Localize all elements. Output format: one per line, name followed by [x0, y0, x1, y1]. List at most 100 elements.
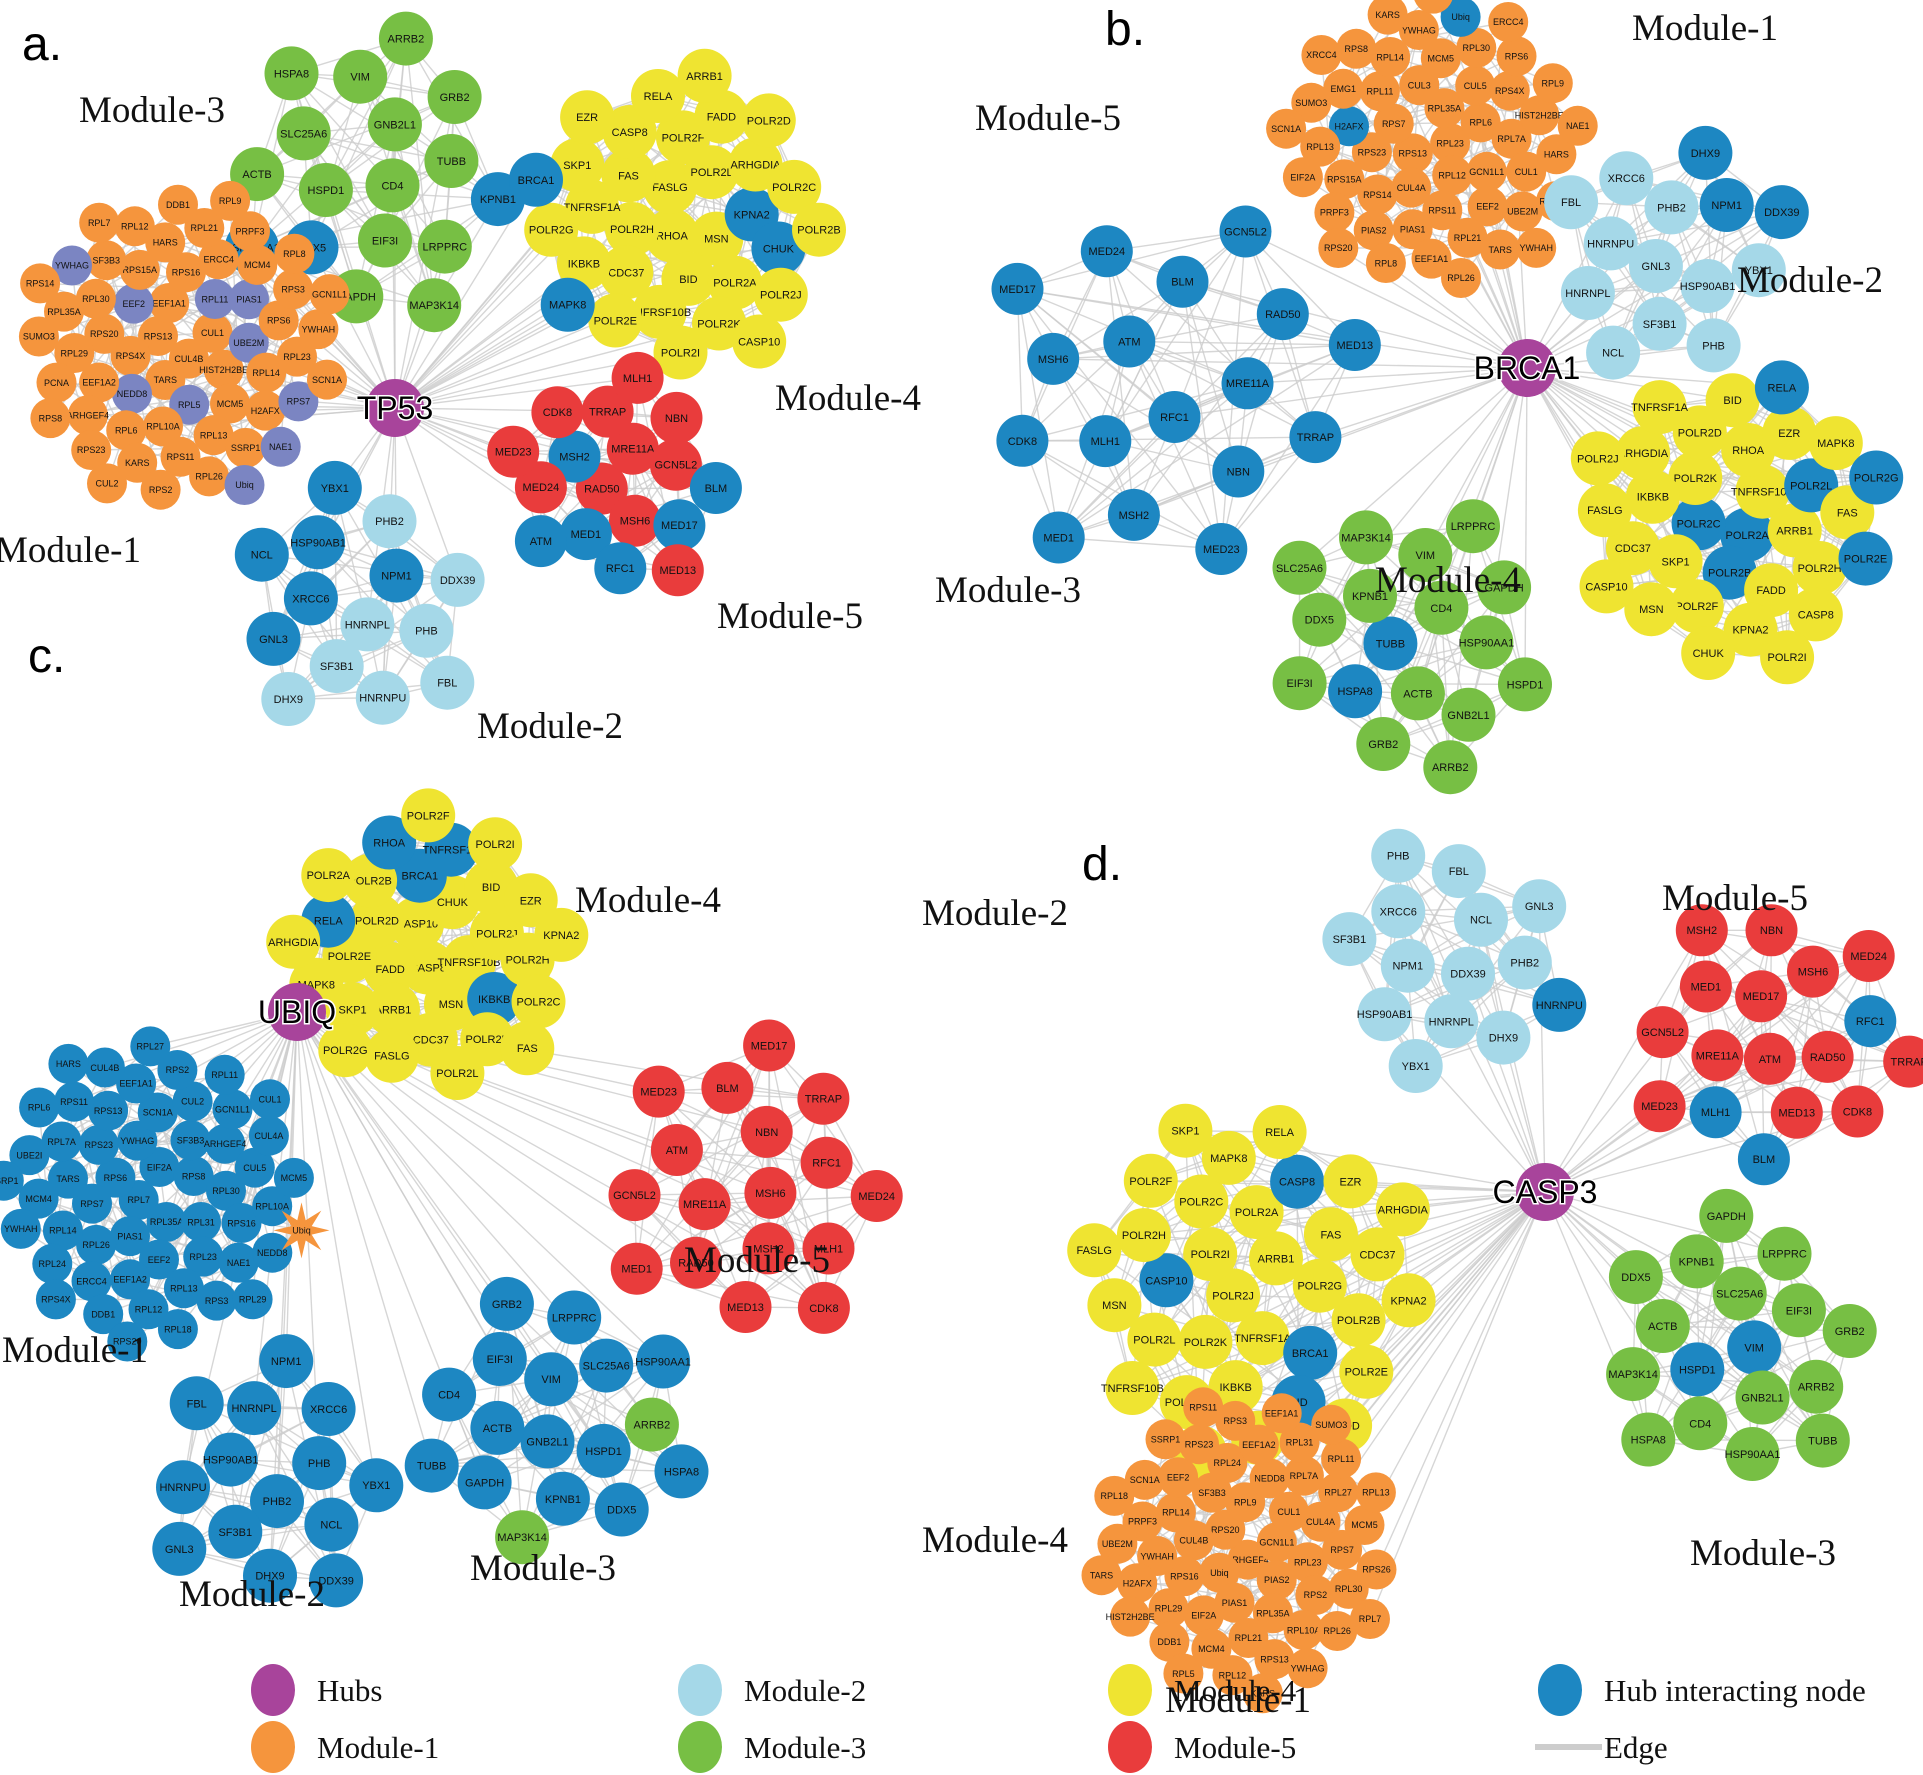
node-ACTB[interactable]: ACTB [470, 1400, 525, 1455]
node-POLR2G[interactable]: POLR2G [1849, 450, 1904, 505]
node-PHB2[interactable]: PHB2 [362, 494, 417, 549]
node-RPS23[interactable]: RPS23 [1179, 1424, 1219, 1465]
node-BLM[interactable]: BLM [689, 462, 742, 514]
node-YBX1[interactable]: YBX1 [1388, 1039, 1443, 1093]
node-GRB2[interactable]: GRB2 [479, 1276, 534, 1331]
node-EIF3I[interactable]: EIF3I [1272, 656, 1327, 711]
node-HIST2H2BE[interactable]: HIST2H2BE [1106, 1596, 1155, 1637]
node-CASP10[interactable]: CASP10 [732, 314, 787, 369]
node-RFC1[interactable]: RFC1 [800, 1136, 853, 1189]
node-CD4[interactable]: CD4 [422, 1367, 477, 1422]
node-SF3B1[interactable]: SF3B1 [1632, 296, 1687, 351]
node-RPS26[interactable]: RPS26 [1356, 1549, 1397, 1590]
node-RPL9[interactable]: RPL9 [1532, 63, 1573, 104]
node-LRPPRC[interactable]: LRPPRC [1446, 499, 1500, 554]
node-LRPPRC[interactable]: LRPPRC [417, 219, 472, 274]
node-RPL12[interactable]: RPL12 [114, 206, 155, 247]
node-TRRAP[interactable]: TRRAP [1289, 411, 1342, 464]
node-RELA[interactable]: RELA [1754, 360, 1809, 415]
node-MED13[interactable]: MED13 [1770, 1086, 1823, 1139]
node-POLR2I[interactable]: POLR2I [1760, 630, 1815, 685]
node-RPS11[interactable]: RPS11 [54, 1081, 95, 1122]
node-KPNA2[interactable]: KPNA2 [1381, 1273, 1436, 1328]
node-MED1[interactable]: MED1 [1032, 511, 1085, 564]
node-RPL8[interactable]: RPL8 [1365, 243, 1406, 283]
node-EIF2A[interactable]: EIF2A [1282, 157, 1323, 198]
node-MLH1[interactable]: MLH1 [611, 351, 664, 404]
node-HNRNPU[interactable]: HNRNPU [156, 1460, 210, 1515]
node-MAP3K14[interactable]: MAP3K14 [1339, 510, 1393, 565]
node-PHB[interactable]: PHB [1686, 318, 1741, 373]
node-RPS3[interactable]: RPS3 [196, 1280, 237, 1321]
node-NCL[interactable]: NCL [1586, 325, 1641, 380]
node-MED17[interactable]: MED17 [1735, 970, 1788, 1023]
node-MED17[interactable]: MED17 [743, 1019, 796, 1072]
node-RPS23[interactable]: RPS23 [78, 1124, 119, 1165]
node-MAP3K14[interactable]: MAP3K14 [1606, 1347, 1661, 1402]
node-MCM4[interactable]: MCM4 [237, 244, 278, 285]
node-POLR2B[interactable]: POLR2B [792, 202, 846, 257]
node-RAD50[interactable]: RAD50 [1801, 1030, 1854, 1083]
node-HSP90AB1[interactable]: HSP90AB1 [290, 515, 346, 570]
node-GRB2[interactable]: GRB2 [1356, 717, 1411, 771]
node-ACTB[interactable]: ACTB [1635, 1299, 1690, 1353]
node-NCL[interactable]: NCL [304, 1497, 359, 1552]
node-EEF2[interactable]: EEF2 [113, 283, 154, 324]
node-RPS14[interactable]: RPS14 [20, 263, 61, 304]
node-POLR2J[interactable]: POLR2J [753, 267, 808, 322]
node-SUMO3[interactable]: SUMO3 [18, 316, 59, 357]
node-GNB2L1[interactable]: GNB2L1 [367, 97, 422, 152]
node-POLR2F[interactable]: POLR2F [1123, 1153, 1178, 1208]
node-RPS6[interactable]: RPS6 [1496, 36, 1537, 77]
hub-node-TP53[interactable]: TP53 [355, 379, 435, 437]
node-GCN5L2[interactable]: GCN5L2 [608, 1169, 661, 1222]
hub-node-UBIQ[interactable]: UBIQ [256, 983, 338, 1041]
node-ARRB2[interactable]: ARRB2 [1789, 1359, 1844, 1414]
node-VIM[interactable]: VIM [1727, 1320, 1782, 1375]
node-NAE1[interactable]: NAE1 [260, 426, 301, 467]
node-DDX5[interactable]: DDX5 [1292, 592, 1347, 647]
node-RPL7[interactable]: RPL7 [79, 202, 120, 243]
hub-node-BRCA1[interactable]: BRCA1 [1472, 339, 1582, 397]
node-ATM[interactable]: ATM [1743, 1032, 1796, 1085]
node-EIF3I[interactable]: EIF3I [358, 213, 412, 268]
node-DHX9[interactable]: DHX9 [1476, 1010, 1531, 1065]
node-POLR2E[interactable]: POLR2E [1838, 531, 1893, 586]
node-RPS3[interactable]: RPS3 [273, 269, 314, 310]
node-POLR2D[interactable]: POLR2D [741, 93, 796, 148]
node-MED23[interactable]: MED23 [1195, 523, 1248, 575]
node-EZR[interactable]: EZR [1762, 405, 1817, 460]
node-POLR2H[interactable]: POLR2H [1792, 541, 1847, 595]
node-RPL11[interactable]: RPL11 [204, 1054, 245, 1095]
node-RPL18[interactable]: RPL18 [1094, 1475, 1135, 1516]
node-GNB2L1[interactable]: GNB2L1 [1735, 1370, 1790, 1425]
node-ERCC4[interactable]: ERCC4 [1488, 2, 1529, 42]
node-RPS8[interactable]: RPS8 [1336, 28, 1377, 69]
node-SF3B3[interactable]: SF3B3 [86, 240, 127, 281]
node-SLC25A6[interactable]: SLC25A6 [1272, 540, 1327, 595]
node-BRCA1[interactable]: BRCA1 [1283, 1325, 1338, 1380]
node-HSPD1[interactable]: HSPD1 [576, 1423, 631, 1478]
node-CDK8[interactable]: CDK8 [996, 414, 1049, 467]
node-RPL13[interactable]: RPL13 [1355, 1472, 1396, 1513]
node-POLR2C[interactable]: POLR2C [511, 974, 566, 1029]
node-DHX9[interactable]: DHX9 [261, 672, 316, 726]
node-CUL2[interactable]: CUL2 [87, 463, 127, 504]
node-FBL[interactable]: FBL [1544, 175, 1599, 230]
node-HSPD1[interactable]: HSPD1 [1670, 1342, 1725, 1397]
node-GCN5L2[interactable]: GCN5L2 [1219, 205, 1272, 258]
node-YWHAH[interactable]: YWHAH [1516, 227, 1557, 268]
node-PCNA[interactable]: PCNA [36, 362, 77, 403]
node-HNRNPL[interactable]: HNRNPL [1560, 266, 1615, 320]
node-HNRNPU[interactable]: HNRNPU [355, 670, 410, 725]
node-EZR[interactable]: EZR [1323, 1154, 1378, 1209]
node-HSPA8[interactable]: HSPA8 [264, 46, 319, 101]
node-MED23[interactable]: MED23 [1633, 1080, 1686, 1133]
node-SLC25A6[interactable]: SLC25A6 [1712, 1266, 1767, 1321]
node-ARHGDIA[interactable]: ARHGDIA [266, 914, 321, 969]
node-TARS[interactable]: TARS [1081, 1555, 1122, 1596]
node-GRB2[interactable]: GRB2 [1822, 1304, 1877, 1358]
node-SKP1[interactable]: SKP1 [1158, 1103, 1213, 1158]
node-POLR2I[interactable]: POLR2I [468, 817, 523, 872]
node-DDX5[interactable]: DDX5 [594, 1482, 649, 1537]
